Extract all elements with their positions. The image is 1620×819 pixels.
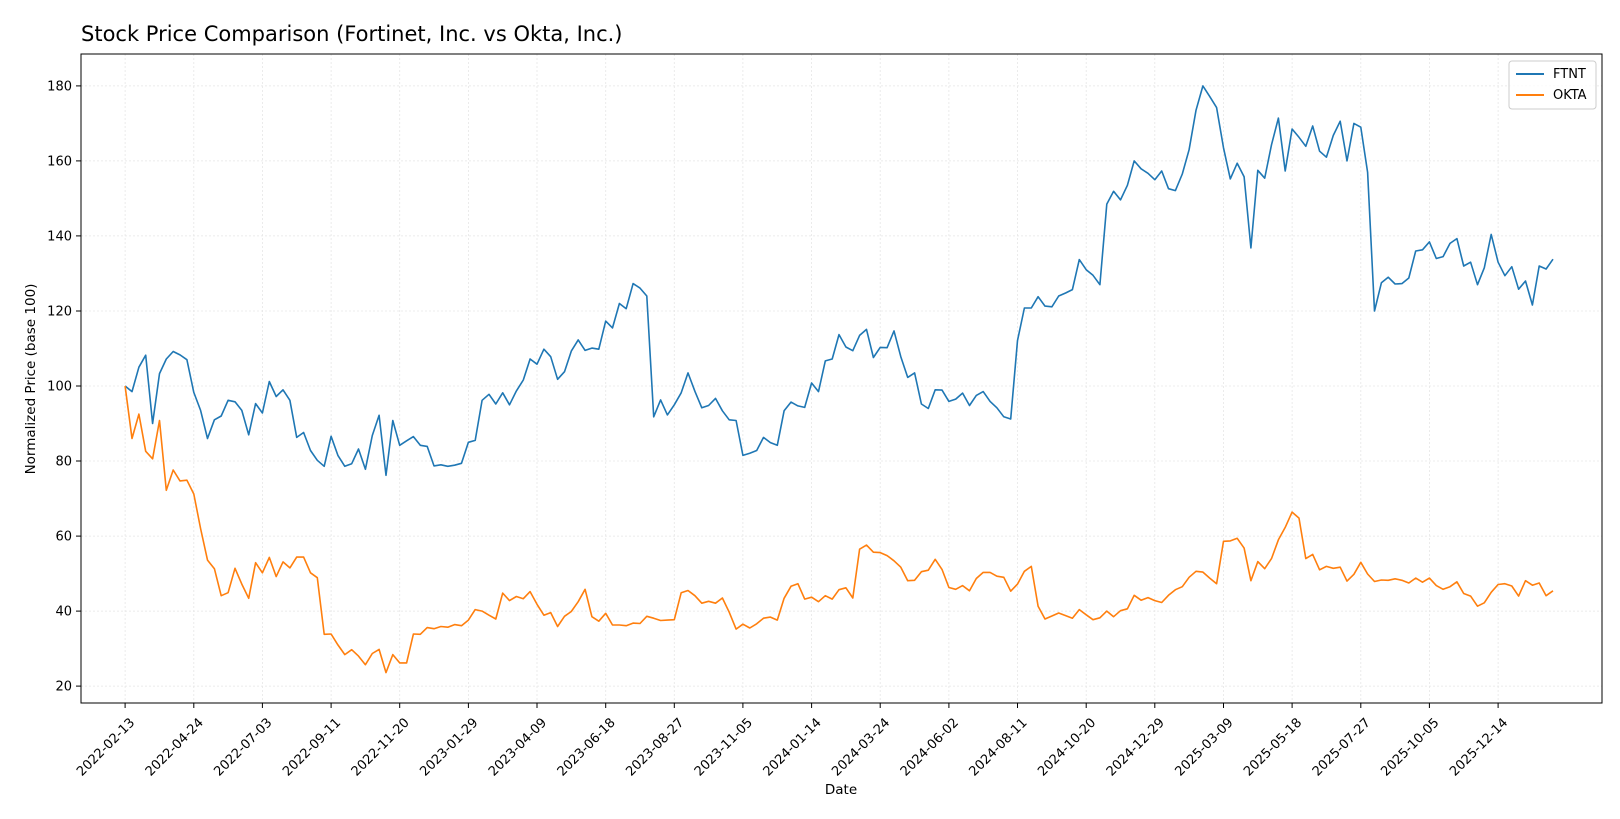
series-line-okta xyxy=(124,385,1554,674)
x-tick-label: 2024-06-02 xyxy=(898,715,962,779)
y-tick-label: 120 xyxy=(47,305,72,320)
x-tick-label: 2025-03-09 xyxy=(1173,715,1237,779)
y-tick-label: 160 xyxy=(47,154,72,169)
y-axis: 20 40 60 80 100 120 140 160 180 xyxy=(47,79,81,695)
x-tick-label: 2022-02-13 xyxy=(74,715,138,779)
x-tick-label: 2023-04-09 xyxy=(486,715,550,779)
x-tick-label: 2023-01-29 xyxy=(417,715,481,779)
x-axis-label: Date xyxy=(825,782,857,798)
x-tick-label: 2024-12-29 xyxy=(1104,715,1168,779)
series-lines xyxy=(124,85,1554,674)
x-tick-label: 2025-10-05 xyxy=(1378,715,1442,779)
x-tick-label: 2024-10-20 xyxy=(1035,715,1099,779)
x-axis: 2022-02-13 2022-04-24 2022-07-03 2022-09-11… xyxy=(74,703,1511,779)
chart-title: Stock Price Comparison (Fortinet, Inc. v… xyxy=(81,22,623,46)
legend: FTNT OKTA xyxy=(1508,60,1597,110)
x-tick-label: 2025-07-27 xyxy=(1310,715,1374,779)
grid-lines xyxy=(81,54,1602,703)
y-tick-label: 40 xyxy=(55,605,72,620)
y-tick-label: 140 xyxy=(47,229,72,244)
x-tick-label: 2024-08-11 xyxy=(967,715,1031,779)
legend-label-ftnt: FTNT xyxy=(1553,67,1586,82)
legend-label-okta: OKTA xyxy=(1553,88,1587,103)
x-tick-label: 2023-06-18 xyxy=(555,715,619,779)
x-tick-label: 2023-11-05 xyxy=(692,715,756,779)
y-tick-label: 180 xyxy=(47,79,72,94)
y-axis-label: Normalized Price (base 100) xyxy=(23,284,39,475)
x-tick-label: 2022-07-03 xyxy=(211,715,275,779)
series-line-ftnt xyxy=(124,85,1554,477)
y-tick-label: 80 xyxy=(55,455,72,470)
plot-frame xyxy=(80,53,1603,704)
x-tick-label: 2025-12-14 xyxy=(1447,715,1511,779)
x-tick-label: 2025-05-18 xyxy=(1241,715,1305,779)
x-tick-label: 2022-04-24 xyxy=(143,715,207,779)
x-tick-label: 2024-01-14 xyxy=(761,715,825,779)
y-tick-label: 100 xyxy=(47,380,72,395)
x-tick-label: 2022-09-11 xyxy=(280,715,344,779)
y-tick-label: 20 xyxy=(55,680,72,695)
x-tick-label: 2022-11-20 xyxy=(349,715,413,779)
x-tick-label: 2023-08-27 xyxy=(623,715,687,779)
x-tick-label: 2024-03-24 xyxy=(829,715,893,779)
y-tick-label: 60 xyxy=(55,530,72,545)
